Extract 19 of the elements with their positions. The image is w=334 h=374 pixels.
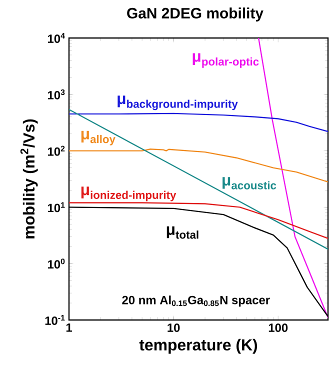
series-label: $\text{\bfseries μ}_{\text{\bfseries total}}$ — [166, 226, 198, 239]
annotation: 20 nm Al$_{0.15}$Ga$_{0.85}$N spacer — [122, 296, 270, 307]
x-tick-label: 10 — [168, 324, 180, 332]
series-label: $\text{\bfseries μ}_{\text{\bfseries acoustic}}$ — [222, 177, 276, 190]
chart-title: GaN 2DEG mobility — [127, 8, 264, 22]
series-label: $\text{\bfseries μ}_{\text{\bfseries alloy}}$ — [81, 130, 116, 146]
y-axis-title: mobility (m$^{2}$/Vs) — [20, 119, 38, 238]
y-tick-label: 10$^{2}$ — [48, 146, 65, 156]
y-tick-label: 10$^{4}$ — [48, 33, 65, 43]
series-label: $\text{\bfseries μ}_{\text{\bfseries polar-optic}}$ — [192, 53, 259, 68]
x-tick-label: 100 — [268, 324, 288, 332]
y-tick-label: 10$^{-1}$ — [45, 315, 65, 325]
series-label: $\text{\bfseries μ}_{\text{\bfseries ionized-impurity}}$ — [81, 186, 176, 202]
y-tick-label: 10$^{3}$ — [48, 89, 65, 100]
y-tick-label: 10$^{1}$ — [48, 202, 65, 212]
y-tick-label: 10$^{0}$ — [48, 258, 65, 269]
x-axis-title: temperature (K) — [139, 338, 258, 354]
series-label: $\text{\bfseries μ}_{\text{\bfseries background-impurity}}$ — [118, 96, 238, 110]
x-tick-label: 1 — [66, 324, 72, 332]
